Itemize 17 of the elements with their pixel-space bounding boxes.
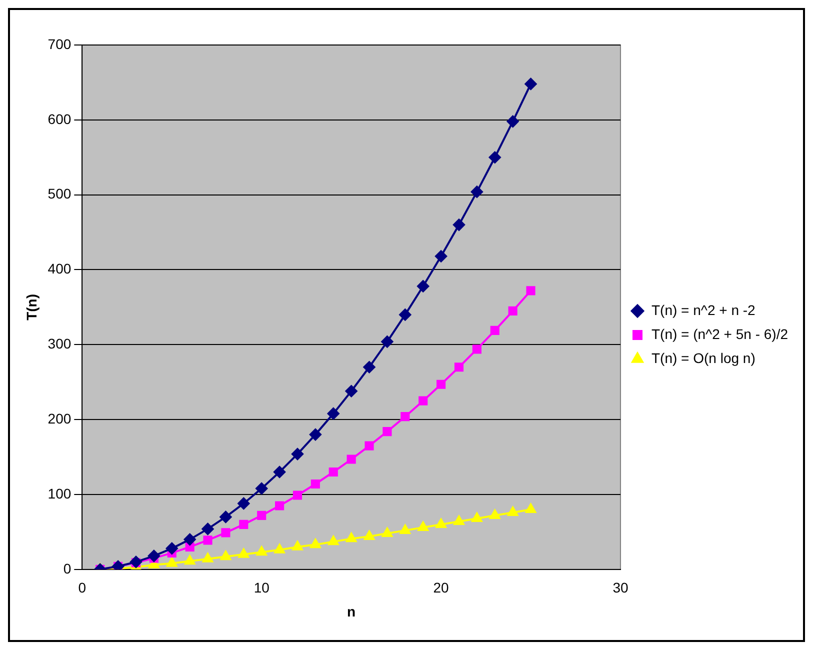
y-tick-label: 500 [48, 186, 72, 202]
x-axis-title: n [347, 603, 356, 620]
x-tick-label: 30 [612, 580, 628, 596]
y-tick-label: 0 [63, 560, 72, 576]
x-tick-label: 10 [254, 580, 270, 596]
x-tick-label: 20 [433, 580, 450, 596]
y-tick-label: 200 [48, 410, 72, 426]
y-tick-label: 700 [48, 36, 72, 52]
legend-label: T(n) = O(n log n) [651, 350, 756, 366]
y-axis-title: T(n) [23, 294, 40, 320]
legend-label: T(n) = (n^2 + 5n - 6)/2 [651, 326, 788, 342]
y-tick-label: 300 [48, 336, 72, 352]
y-tick-label: 600 [48, 110, 72, 127]
x-tick-label: 0 [78, 580, 86, 596]
y-tick-label: 100 [48, 485, 72, 502]
y-tick-label: 400 [48, 260, 72, 277]
legend-label: T(n) = n^2 + n -2 [651, 302, 756, 318]
